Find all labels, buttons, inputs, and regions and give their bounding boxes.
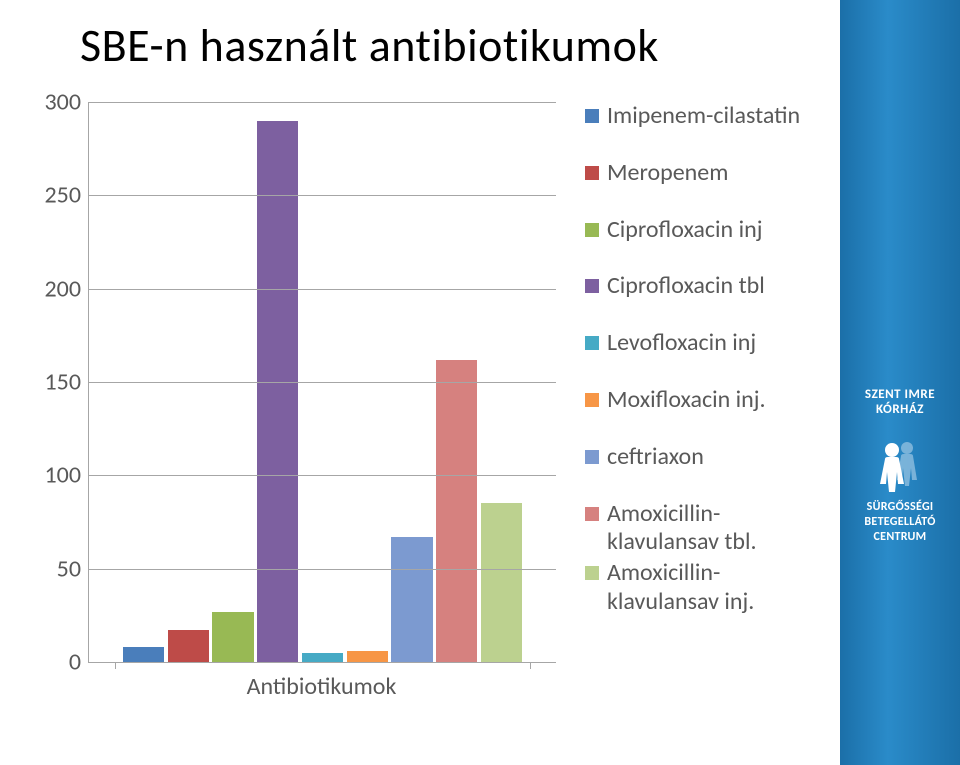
people-icon xyxy=(868,438,932,492)
y-tick-label: 100 xyxy=(45,461,82,490)
bar xyxy=(481,503,522,662)
y-tick-label: 200 xyxy=(45,274,82,303)
y-tick-label: 50 xyxy=(57,554,81,583)
x-axis-label: Antibiotikumok xyxy=(88,672,555,701)
gridline xyxy=(89,382,556,383)
y-tick-label: 0 xyxy=(69,648,81,677)
unit-line1: SÜRGŐSSÉGI xyxy=(867,500,934,514)
legend-label: Amoxicillin-klavulansav inj. xyxy=(607,559,810,617)
bar xyxy=(168,630,209,662)
gridline xyxy=(89,102,556,103)
legend-swatch xyxy=(585,566,599,580)
legend-label: Moxifloxacin inj. xyxy=(607,386,810,415)
bar-chart: Antibiotikumok 050100150200250300 xyxy=(20,102,565,712)
legend-label: Meropenem xyxy=(607,159,810,188)
gridline xyxy=(89,195,556,196)
bar xyxy=(212,612,253,662)
legend-item: Moxifloxacin inj. xyxy=(585,386,810,415)
legend-label: Imipenem-cilastatin xyxy=(607,102,810,131)
legend-item: Ciprofloxacin inj xyxy=(585,216,810,245)
gridline xyxy=(89,569,556,570)
legend-item: Amoxicillin-klavulansav inj. xyxy=(585,559,810,617)
bar xyxy=(436,360,477,662)
unit-line3: CENTRUM xyxy=(874,530,927,544)
bar xyxy=(347,651,388,662)
y-tick-label: 300 xyxy=(45,88,82,117)
gridline xyxy=(89,475,556,476)
legend: Imipenem-cilastatin Meropenem Ciprofloxaci… xyxy=(585,102,810,617)
legend-swatch xyxy=(585,223,599,237)
sidebar: SZENT IMRE KÓRHÁZ SÜRGŐSSÉGI BETEGELLÁTÓ… xyxy=(840,0,960,765)
bar xyxy=(391,537,432,662)
hospital-name: SZENT IMRE KÓRHÁZ xyxy=(840,388,960,418)
hospital-line2: KÓRHÁZ xyxy=(876,402,924,417)
legend-swatch xyxy=(585,507,599,521)
legend-swatch xyxy=(585,336,599,350)
unit-name: SÜRGŐSSÉGI BETEGELLÁTÓ CENTRUM xyxy=(840,500,960,545)
legend-swatch xyxy=(585,450,599,464)
legend-item: Imipenem-cilastatin xyxy=(585,102,810,131)
x-tick xyxy=(530,662,531,669)
legend-swatch xyxy=(585,109,599,123)
legend-item: Ciprofloxacin tbl xyxy=(585,272,810,301)
legend-label: Amoxicillin-klavulansav tbl. xyxy=(607,500,810,558)
legend-swatch xyxy=(585,279,599,293)
x-tick xyxy=(115,662,116,669)
plot-area xyxy=(88,102,556,663)
gridline xyxy=(89,289,556,290)
y-tick-label: 250 xyxy=(45,181,82,210)
legend-label: ceftriaxon xyxy=(607,443,810,472)
legend-item: Amoxicillin-klavulansav tbl. xyxy=(585,500,810,558)
hospital-line1: SZENT IMRE xyxy=(865,387,935,402)
bar xyxy=(302,653,343,662)
legend-item: ceftriaxon xyxy=(585,443,810,472)
bar xyxy=(123,647,164,662)
slide-title: SBE-n használt antibiotikumok xyxy=(80,18,659,74)
legend-swatch xyxy=(585,393,599,407)
legend-label: Ciprofloxacin tbl xyxy=(607,272,810,301)
y-tick-label: 150 xyxy=(45,368,82,397)
slide: SBE-n használt antibiotikumok Antibiotik… xyxy=(0,0,960,765)
legend-label: Levofloxacin inj xyxy=(607,329,810,358)
legend-label: Ciprofloxacin inj xyxy=(607,216,810,245)
bar xyxy=(257,121,298,662)
unit-line2: BETEGELLÁTÓ xyxy=(864,515,935,529)
legend-item: Meropenem xyxy=(585,159,810,188)
legend-swatch xyxy=(585,166,599,180)
legend-item: Levofloxacin inj xyxy=(585,329,810,358)
